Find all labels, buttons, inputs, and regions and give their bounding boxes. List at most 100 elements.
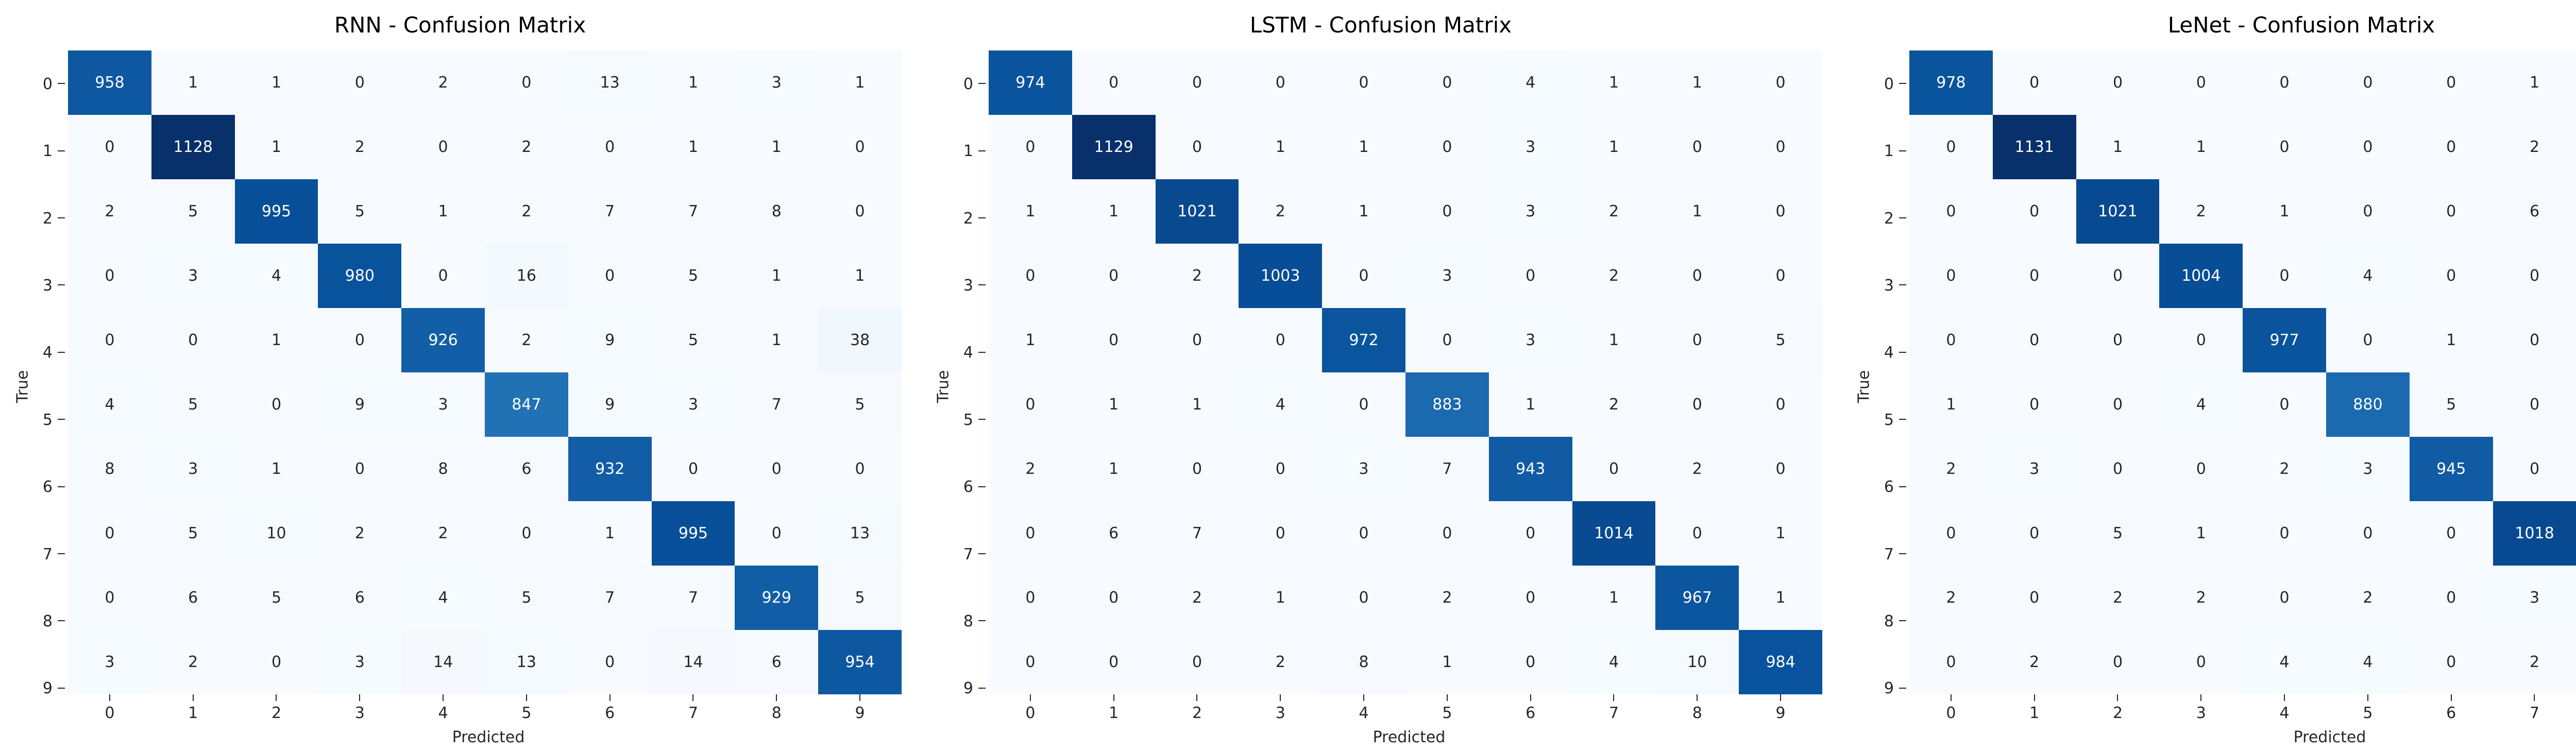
y-tick-text: 5 bbox=[963, 411, 973, 429]
y-tick-label: 9 bbox=[955, 655, 989, 722]
matrix-cell: 0 bbox=[2409, 501, 2493, 566]
matrix-cell: 0 bbox=[2243, 501, 2326, 566]
matrix-cell: 3 bbox=[1488, 115, 1572, 179]
matrix-cell: 16 bbox=[485, 244, 568, 308]
matrix-cell: 0 bbox=[1655, 308, 1739, 372]
matrix-cell: 2 bbox=[151, 630, 235, 694]
y-tick-mark bbox=[1899, 284, 1906, 286]
y-tick-label: 7 bbox=[1875, 521, 1909, 588]
matrix-cell: 1 bbox=[1072, 179, 1156, 244]
y-tick-mark bbox=[1899, 620, 1906, 622]
matrix-cell: 1 bbox=[2493, 50, 2576, 115]
matrix-cell: 6 bbox=[151, 566, 235, 630]
matrix-cell: 2 bbox=[2326, 566, 2410, 630]
matrix-cell: 0 bbox=[989, 501, 1072, 566]
matrix-cell: 0 bbox=[485, 501, 568, 566]
grid-wrap-lstm: 974 0 0 0 0 0 4 1 1 0 0 1129 0 1 1 0 3 1 0 0 1 1 1021 2 1 0 3 2 1 0 0 0… bbox=[989, 50, 1822, 722]
matrix-cell: 5 bbox=[651, 308, 735, 372]
x-tick-label: 6 bbox=[568, 694, 652, 722]
x-tick-label: 6 bbox=[2410, 694, 2493, 722]
matrix-cell: 0 bbox=[1992, 179, 2076, 244]
y-tick-label: 1 bbox=[1875, 117, 1909, 184]
matrix-cell: 0 bbox=[1739, 244, 1822, 308]
matrix-cell: 0 bbox=[2326, 179, 2410, 244]
matrix-cell: 2 bbox=[318, 501, 402, 566]
y-tick-label: 1 bbox=[955, 117, 989, 184]
matrix-cell: 0 bbox=[1405, 179, 1489, 244]
x-tick-mark bbox=[526, 694, 527, 701]
matrix-cell: 0 bbox=[2159, 630, 2243, 694]
y-tick-label: 6 bbox=[1875, 453, 1909, 520]
x-tick-label: 4 bbox=[1322, 694, 1405, 722]
matrix-cell: 0 bbox=[1655, 244, 1739, 308]
matrix-cell: 0 bbox=[1155, 437, 1239, 501]
x-axis-label-lenet: Predicted bbox=[2293, 728, 2366, 746]
matrix-cell: 1 bbox=[735, 244, 819, 308]
y-tick-text: 7 bbox=[42, 545, 53, 564]
matrix-cell: 0 bbox=[68, 115, 151, 179]
matrix-cell: 3 bbox=[318, 630, 402, 694]
matrix-cell: 2 bbox=[1239, 630, 1323, 694]
matrix-cell: 0 bbox=[2159, 437, 2243, 501]
matrix-cell: 0 bbox=[1322, 372, 1405, 437]
heatmap-grid-lstm: 974 0 0 0 0 0 4 1 1 0 0 1129 0 1 1 0 3 1 0 0 1 1 1021 2 1 0 3 2 1 0 0 0… bbox=[989, 50, 1822, 694]
x-tick-text: 1 bbox=[1109, 704, 1119, 722]
x-tick-mark bbox=[1363, 694, 1365, 701]
matrix-cell: 1 bbox=[1655, 50, 1739, 115]
matrix-cell: 0 bbox=[2243, 566, 2326, 630]
matrix-cell: 0 bbox=[2076, 50, 2160, 115]
x-tick-label: 4 bbox=[401, 694, 485, 722]
matrix-cell: 1 bbox=[1739, 566, 1822, 630]
matrix-cell: 8 bbox=[401, 437, 485, 501]
x-tick-mark bbox=[443, 694, 444, 701]
matrix-cell: 5 bbox=[485, 566, 568, 630]
y-tick-text: 0 bbox=[42, 75, 53, 93]
x-tick-mark bbox=[2033, 694, 2035, 701]
matrix-cell: 2 bbox=[2159, 179, 2243, 244]
matrix-cell: 1 bbox=[1405, 630, 1489, 694]
matrix-cell: 0 bbox=[1405, 308, 1489, 372]
x-tick-label: 1 bbox=[151, 694, 235, 722]
matrix-cell: 967 bbox=[1655, 566, 1739, 630]
matrix-cell: 1 bbox=[1572, 50, 1656, 115]
x-tick-text: 3 bbox=[2196, 704, 2206, 722]
matrix-cell: 0 bbox=[1322, 566, 1405, 630]
y-tick-text: 5 bbox=[42, 411, 53, 429]
matrix-cell: 0 bbox=[2076, 437, 2160, 501]
matrix-cell: 2 bbox=[989, 437, 1072, 501]
x-tick-label: 3 bbox=[1239, 694, 1322, 722]
matrix-cell: 0 bbox=[2409, 50, 2493, 115]
y-tick-text: 4 bbox=[42, 344, 53, 362]
matrix-cell: 0 bbox=[735, 501, 819, 566]
x-tick-mark bbox=[2367, 694, 2368, 701]
y-tick-text: 8 bbox=[42, 612, 53, 630]
y-tick-label: 8 bbox=[1875, 588, 1909, 655]
matrix-cell: 0 bbox=[1072, 566, 1156, 630]
matrix-cell: 0 bbox=[1072, 630, 1156, 694]
matrix-cell: 3 bbox=[68, 630, 151, 694]
matrix-cell: 6 bbox=[2493, 179, 2576, 244]
y-axis-label-lstm: True bbox=[932, 50, 955, 722]
matrix-cell: 0 bbox=[989, 115, 1072, 179]
matrix-cell: 0 bbox=[1239, 50, 1323, 115]
matrix-cell: 0 bbox=[2409, 630, 2493, 694]
matrix-cell: 0 bbox=[1322, 50, 1405, 115]
matrix-cell: 0 bbox=[2243, 50, 2326, 115]
matrix-cell: 929 bbox=[735, 566, 819, 630]
matrix-cell: 14 bbox=[651, 630, 735, 694]
y-tick-mark bbox=[1899, 351, 1906, 353]
matrix-cell: 0 bbox=[2243, 372, 2326, 437]
matrix-cell: 926 bbox=[401, 308, 485, 372]
x-tick-label: 3 bbox=[2159, 694, 2243, 722]
y-tick-label: 2 bbox=[955, 185, 989, 252]
matrix-cell: 0 bbox=[2159, 50, 2243, 115]
matrix-cell: 2 bbox=[318, 115, 402, 179]
matrix-cell: 0 bbox=[151, 308, 235, 372]
y-tick-mark bbox=[978, 217, 986, 219]
matrix-cell: 0 bbox=[2243, 115, 2326, 179]
matrix-cell: 2 bbox=[1909, 566, 1993, 630]
x-tick-text: 6 bbox=[1526, 704, 1536, 722]
